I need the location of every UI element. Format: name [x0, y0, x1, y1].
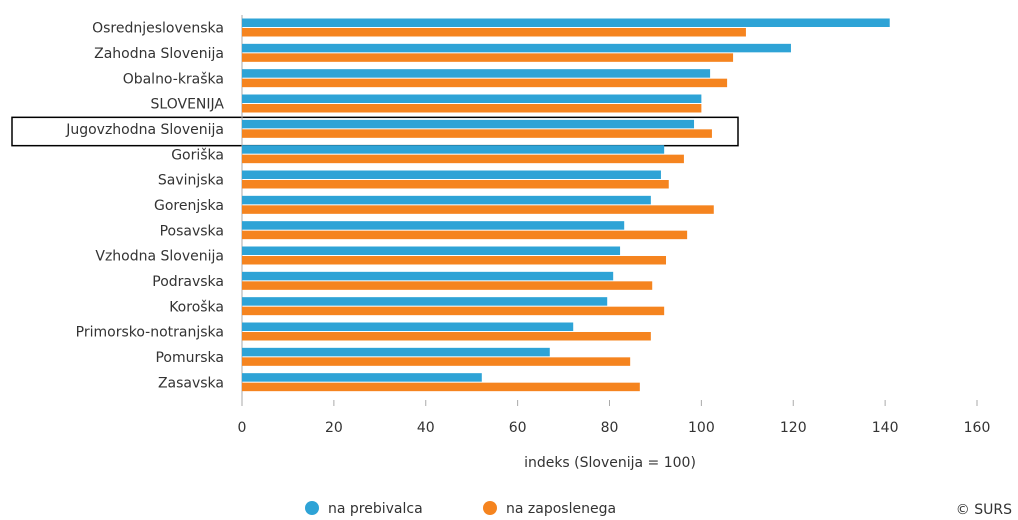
legend-swatch: [483, 501, 497, 515]
bar: [242, 357, 631, 366]
bar: [242, 271, 614, 281]
bar: [242, 53, 734, 62]
bar: [242, 246, 621, 255]
bar: [242, 332, 651, 341]
y-tick-label: Podravska: [152, 274, 224, 290]
bar: [242, 347, 550, 357]
bar: [242, 322, 574, 331]
y-tick-label: Goriška: [171, 147, 224, 163]
y-tick-label: Koroška: [169, 299, 224, 315]
bar: [242, 119, 695, 129]
y-tick-label: Savinjska: [158, 173, 224, 189]
bar: [242, 281, 653, 290]
x-tick-label: 100: [688, 420, 715, 436]
x-tick-label: 0: [238, 420, 247, 436]
bar: [242, 28, 746, 37]
bar: [242, 94, 702, 103]
y-tick-label: Gorenjska: [154, 198, 224, 214]
bar: [242, 373, 482, 382]
y-tick-label: Pomurska: [155, 350, 224, 366]
x-tick-label: 40: [417, 420, 435, 436]
bar: [242, 180, 669, 189]
source: © SURS: [956, 502, 1012, 518]
x-axis-label: indeks (Slovenija = 100): [524, 455, 696, 471]
x-tick-label: 160: [964, 420, 991, 436]
bar: [242, 145, 665, 154]
y-tick-label: Zahodna Slovenija: [94, 46, 224, 62]
bar: [242, 221, 625, 230]
bar: [242, 256, 667, 265]
legend-label: na zaposlenega: [506, 501, 616, 517]
y-tick-label: SLOVENIJA: [151, 97, 225, 113]
bar: [242, 195, 651, 205]
bar: [242, 43, 791, 53]
bar: [242, 382, 640, 392]
bar: [242, 78, 728, 88]
bar: [242, 170, 661, 179]
bar: [242, 69, 711, 78]
y-tick-label: Primorsko-notranjska: [76, 325, 224, 341]
bar: [242, 306, 665, 316]
y-tick-label: Zasavska: [158, 375, 224, 391]
legend-label: na prebivalca: [328, 501, 423, 517]
bar: [242, 129, 712, 138]
y-tick-label: Osrednjeslovenska: [92, 21, 224, 37]
x-tick-label: 140: [872, 420, 899, 436]
y-tick-label: Jugovzhodna Slovenija: [65, 122, 224, 138]
bar: [242, 205, 714, 214]
bar: [242, 154, 684, 164]
y-tick-label: Posavska: [160, 223, 224, 239]
x-tick-label: 20: [325, 420, 343, 436]
x-tick-label: 80: [601, 420, 619, 436]
y-tick-label: Vzhodna Slovenija: [95, 249, 224, 265]
y-tick-label: Obalno-kraška: [123, 71, 224, 87]
bar: [242, 230, 688, 240]
bar: [242, 104, 702, 113]
legend-swatch: [305, 501, 319, 515]
x-tick-label: 120: [780, 420, 807, 436]
bar: [242, 18, 890, 27]
bar: [242, 297, 608, 306]
x-tick-label: 60: [509, 420, 527, 436]
